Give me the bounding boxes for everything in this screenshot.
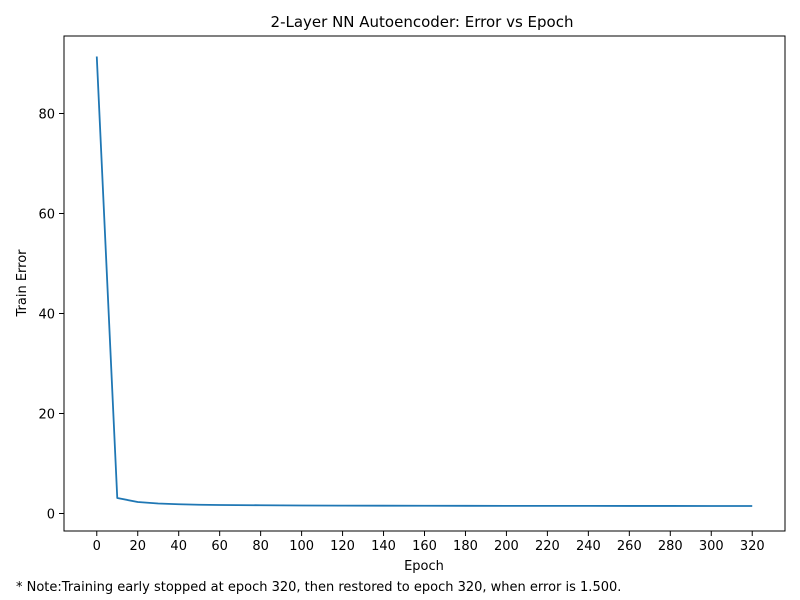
x-tick-label: 200 — [494, 539, 519, 554]
y-axis-label: Train Error — [15, 249, 30, 318]
x-tick-label: 40 — [170, 539, 187, 554]
x-tick-label: 300 — [699, 539, 724, 554]
chart-title: 2-Layer NN Autoencoder: Error vs Epoch — [271, 13, 574, 31]
y-tick-label: 80 — [38, 108, 55, 123]
x-tick-label: 180 — [453, 539, 478, 554]
y-tick-label: 0 — [47, 508, 55, 523]
x-tick-label: 120 — [330, 539, 355, 554]
y-tick-label: 20 — [38, 408, 55, 423]
x-tick-label: 80 — [252, 539, 269, 554]
x-tick-label: 280 — [658, 539, 683, 554]
train-error-line — [95, 56, 753, 507]
x-tick-label: 240 — [576, 539, 601, 554]
x-axis-label: Epoch — [404, 559, 444, 574]
x-tick-label: 260 — [617, 539, 642, 554]
plot-area-frame — [63, 35, 786, 532]
x-tick-label: 60 — [211, 539, 228, 554]
early-stop-note: * Note:Training early stopped at epoch 3… — [16, 580, 622, 595]
x-tick-label: 0 — [93, 539, 101, 554]
x-tick-label: 100 — [289, 539, 314, 554]
x-tick-label: 20 — [129, 539, 146, 554]
x-tick-label: 220 — [535, 539, 560, 554]
x-tick-label: 160 — [412, 539, 437, 554]
x-tick-label: 140 — [371, 539, 396, 554]
x-tick-label: 320 — [740, 539, 765, 554]
y-tick-label: 40 — [38, 308, 55, 323]
y-tick-label: 60 — [38, 208, 55, 223]
